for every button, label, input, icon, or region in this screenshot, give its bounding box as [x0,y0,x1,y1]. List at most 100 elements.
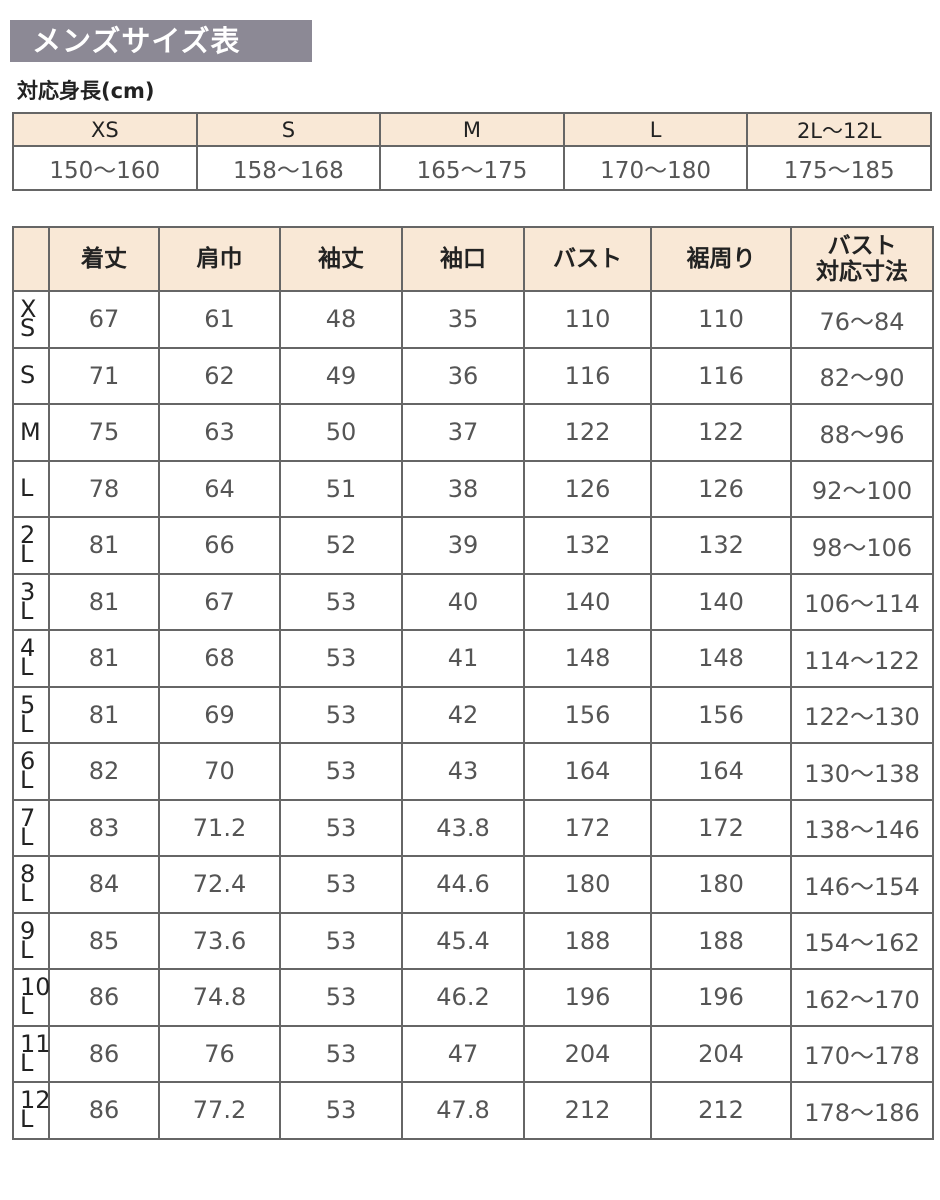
value-cell: 196 [650,968,792,1027]
value-cell: 76 [158,1024,281,1083]
value-cell: 110 [650,290,792,349]
table-row: 2 L 81 66 52 39 132 132 98〜106 [12,516,934,575]
value-cell: 204 [523,1024,652,1083]
value-cell: 86 [48,968,160,1027]
value-cell: 73.6 [158,911,281,970]
table-row: 4 L 81 68 53 41 148 148 114〜122 [12,629,934,688]
value-cell: 156 [523,685,652,744]
value-cell: 77.2 [158,1081,281,1140]
height-table-header-row: XS S M L 2L〜12L [12,112,932,147]
table-row: 3 L 81 67 53 40 140 140 106〜114 [12,572,934,631]
value-cell: 114〜122 [790,629,934,688]
size-label-text: 4 L [20,634,36,682]
value-cell: 132 [523,516,652,575]
value-cell: 48 [279,290,403,349]
value-cell: 212 [523,1081,652,1140]
size-label-text: 3 L [20,577,36,625]
value-cell: 39 [401,516,525,575]
height-label: 対応身長(cm) [17,79,155,103]
value-cell: 75 [48,403,160,462]
value-cell: 84 [48,855,160,914]
size-table-header-row: 着丈 肩巾 袖丈 袖口 バスト 裾周り バスト 対応寸法 [12,226,934,292]
value-cell: 126 [523,459,652,518]
table-row: X S 67 61 48 35 110 110 76〜84 [12,290,934,349]
value-cell: 78 [48,459,160,518]
value-cell: 38 [401,459,525,518]
value-cell: 61 [158,290,281,349]
value-cell: 66 [158,516,281,575]
table-row: S 71 62 49 36 116 116 82〜90 [12,346,934,405]
value-cell: 212 [650,1081,792,1140]
value-cell: 148 [523,629,652,688]
value-cell: 68 [158,629,281,688]
size-label: 9 L [12,911,50,970]
value-cell: 36 [401,346,525,405]
value-cell: 140 [650,572,792,631]
value-cell: 76〜84 [790,290,934,349]
size-label-text: M [20,417,41,446]
value-cell: 53 [279,1081,403,1140]
value-cell: 35 [401,290,525,349]
column-header: 裾周り [650,226,792,292]
size-label-text: X S [20,295,37,343]
value-cell: 178〜186 [790,1081,934,1140]
value-cell: 82 [48,742,160,801]
size-label: X S [12,290,50,349]
height-size-header: M [379,112,565,147]
value-cell: 88〜96 [790,403,934,462]
size-label: 6 L [12,742,50,801]
column-header: 袖口 [401,226,525,292]
value-cell: 126 [650,459,792,518]
value-cell: 122〜130 [790,685,934,744]
value-cell: 196 [523,968,652,1027]
value-cell: 53 [279,629,403,688]
size-label: M [12,403,50,462]
value-cell: 51 [279,459,403,518]
table-row: 9 L 85 73.6 53 45.4 188 188 154〜162 [12,911,934,970]
value-cell: 148 [650,629,792,688]
value-cell: 46.2 [401,968,525,1027]
value-cell: 132 [650,516,792,575]
value-cell: 63 [158,403,281,462]
value-cell: 140 [523,572,652,631]
value-cell: 154〜162 [790,911,934,970]
value-cell: 82〜90 [790,346,934,405]
column-header: バスト 対応寸法 [790,226,934,292]
size-label: 10 L [12,968,51,1027]
value-cell: 81 [48,629,160,688]
value-cell: 138〜146 [790,798,934,857]
size-label: 11 L [12,1024,51,1083]
value-cell: 81 [48,685,160,744]
column-header [12,226,50,292]
value-cell: 47 [401,1024,525,1083]
value-cell: 53 [279,798,403,857]
height-range-cell: 150〜160 [12,145,198,191]
size-label-text: 5 L [20,690,36,738]
value-cell: 41 [401,629,525,688]
table-row: M 75 63 50 37 122 122 88〜96 [12,403,934,462]
value-cell: 47.8 [401,1081,525,1140]
value-cell: 43.8 [401,798,525,857]
value-cell: 172 [523,798,652,857]
value-cell: 49 [279,346,403,405]
value-cell: 42 [401,685,525,744]
size-label-text: 2 L [20,521,36,569]
value-cell: 72.4 [158,855,281,914]
value-cell: 67 [48,290,160,349]
value-cell: 52 [279,516,403,575]
table-row: 11 L 86 76 53 47 204 204 170〜178 [12,1024,934,1083]
value-cell: 164 [523,742,652,801]
value-cell: 69 [158,685,281,744]
value-cell: 110 [523,290,652,349]
value-cell: 44.6 [401,855,525,914]
size-label: 5 L [12,685,50,744]
value-cell: 146〜154 [790,855,934,914]
size-label-text: S [20,361,36,390]
value-cell: 162〜170 [790,968,934,1027]
value-cell: 106〜114 [790,572,934,631]
value-cell: 43 [401,742,525,801]
value-cell: 64 [158,459,281,518]
value-cell: 53 [279,1024,403,1083]
value-cell: 188 [523,911,652,970]
height-table-value-row: 150〜160 158〜168 165〜175 170〜180 175〜185 [12,145,932,191]
